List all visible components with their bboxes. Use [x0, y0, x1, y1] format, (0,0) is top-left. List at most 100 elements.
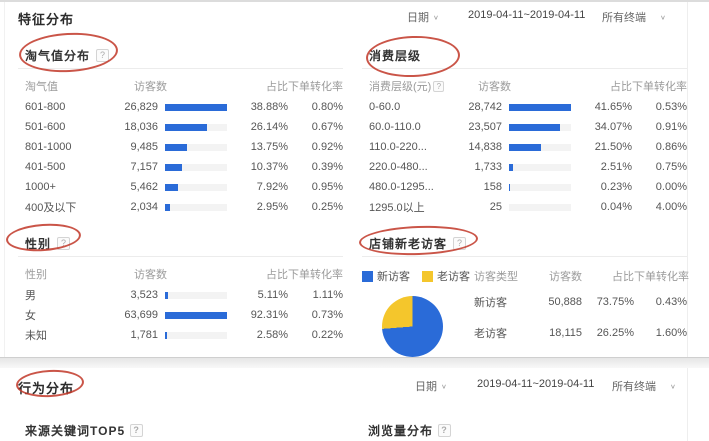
range-label: 220.0-480...: [369, 161, 428, 173]
gender-label: 女: [25, 310, 36, 322]
share-value: 2.51%: [600, 161, 632, 173]
visitors-bar: [158, 103, 234, 111]
help-icon[interactable]: ?: [438, 424, 452, 437]
help-icon[interactable]: ?: [130, 424, 144, 437]
gender-panel-header: 性别 ?: [18, 230, 343, 257]
visitors-bar: [158, 183, 234, 191]
date-filter-dropdown[interactable]: 日期 ∨: [415, 378, 447, 394]
conversion-value: 0.86%: [655, 141, 687, 153]
share-value: 26.14%: [250, 121, 288, 133]
page-left-border: [4, 2, 5, 358]
visitors-bar: [158, 311, 234, 319]
range-label: 480.0-1295...: [369, 181, 434, 193]
gender-label: 未知: [25, 330, 47, 342]
legend-label: 新访客: [377, 271, 410, 283]
range-label: 801-1000: [25, 141, 72, 153]
feature-section-title: 特征分布: [18, 12, 75, 27]
table-row: 未知 1,781 2.58% 0.22%: [18, 325, 343, 345]
visitors-value: 7,157: [130, 161, 158, 173]
column-header: 性别: [25, 268, 47, 281]
consumption-table: 消费层级(元)? 访客数 占比 下单转化率 0-60.0 28,742 41.6…: [362, 74, 687, 217]
date-range-value: 2019-04-11~2019-04-11: [477, 378, 595, 390]
new-old-visitor-pie-chart: [382, 296, 443, 357]
conversion-value: 0.53%: [655, 101, 687, 113]
legend-label: 老访客: [437, 271, 470, 283]
terminal-filter-label: 所有终端: [612, 381, 656, 393]
chevron-down-icon: ∨: [433, 13, 439, 21]
share-value: 92.31%: [250, 309, 288, 321]
visitors-value: 23,507: [468, 121, 502, 133]
visitor-type-label: 新访客: [474, 296, 507, 309]
conversion-value: 0.25%: [311, 201, 343, 213]
table-row: 601-800 26,829 38.88% 0.80%: [18, 97, 343, 117]
share-value: 5.11%: [257, 289, 288, 301]
help-icon[interactable]: ?: [453, 236, 467, 250]
column-header: 访客数: [478, 80, 511, 93]
chevron-down-icon: ∨: [441, 382, 447, 390]
visitors-value: 63,699: [124, 309, 158, 321]
share-value: 2.95%: [256, 201, 288, 213]
date-range-value: 2019-04-11~2019-04-11: [468, 9, 586, 21]
visitors-value: 28,742: [468, 101, 502, 113]
page-top-border: [0, 0, 709, 2]
legend-item-new-visitors[interactable]: 新访客: [362, 268, 410, 284]
share-value: 0.23%: [600, 181, 632, 193]
terminal-filter-dropdown[interactable]: 所有终端 ∨: [602, 9, 666, 25]
share-value: 73.75%: [596, 295, 634, 308]
visitors-value: 18,115: [549, 326, 582, 339]
column-header: 下单转化率: [632, 80, 687, 93]
table-row: 400及以下 2,034 2.95% 0.25%: [18, 197, 343, 217]
terminal-filter-dropdown[interactable]: 所有终端 ∨: [612, 378, 676, 394]
new-old-visitors-table: 访客类型 访客数 占比 下单转化率 新访客 50,888 73.75% 0.43…: [474, 266, 689, 357]
panel-title-text: 浏览量分布: [368, 424, 434, 438]
conversion-value: 1.11%: [312, 289, 343, 301]
visitors-bar: [502, 203, 578, 211]
table-row: 60.0-110.0 23,507 34.07% 0.91%: [362, 117, 687, 137]
column-header: 消费层级(元)?: [362, 78, 448, 94]
conversion-value: 0.43%: [655, 295, 687, 308]
help-icon[interactable]: ?: [57, 236, 71, 250]
range-label: 601-800: [25, 101, 66, 113]
column-header: 下单转化率: [634, 271, 689, 283]
new-old-visitors-panel: 店铺新老访客 ? 新访客 老访客 访客类型: [362, 230, 689, 357]
gender-label: 男: [25, 290, 36, 302]
share-value: 10.37%: [250, 161, 288, 173]
conversion-value: 0.75%: [655, 161, 687, 173]
chevron-down-icon: ∨: [670, 382, 676, 390]
date-range-picker[interactable]: 2019-04-11~2019-04-11: [468, 9, 585, 21]
column-header: 占比: [266, 268, 288, 281]
visitors-value: 18,036: [124, 121, 158, 133]
help-icon[interactable]: ?: [433, 80, 445, 92]
conversion-value: 0.92%: [311, 141, 343, 153]
column-header: 淘气值: [25, 80, 58, 93]
visitors-value: 158: [483, 181, 502, 193]
table-row: 110.0-220... 14,838 21.50% 0.86%: [362, 137, 687, 157]
gender-table: 性别 访客数 占比 下单转化率 男 3,523 5.11% 1.11% 女 63…: [18, 262, 343, 345]
behavior-section-title: 行为分布: [18, 381, 75, 396]
section-divider: [0, 357, 709, 368]
range-label: 1295.0以上: [369, 202, 425, 214]
consumption-panel-header: 消费层级: [362, 42, 687, 69]
visitors-bar: [502, 103, 578, 111]
column-header: 占比: [610, 80, 632, 93]
date-range-picker[interactable]: 2019-04-11~2019-04-11: [477, 378, 594, 390]
panel-title-text: 来源关键词TOP5: [25, 424, 126, 438]
column-header: 访客类型: [474, 271, 518, 283]
visitors-bar: [158, 123, 234, 131]
conversion-value: 0.73%: [311, 309, 343, 321]
taoqi-panel-title: 淘气值分布: [25, 48, 91, 63]
visitors-value: 1,733: [474, 161, 502, 173]
visitors-value: 1,781: [130, 329, 158, 341]
visitors-bar: [502, 183, 578, 191]
visitors-bar: [502, 163, 578, 171]
source-keywords-panel-title: 来源关键词TOP5 ?: [25, 422, 144, 439]
legend-swatch: [422, 270, 433, 282]
date-filter-dropdown[interactable]: 日期 ∨: [407, 9, 439, 25]
help-icon[interactable]: ?: [96, 48, 110, 62]
range-label: 110.0-220...: [369, 141, 427, 153]
table-row: 1000+ 5,462 7.92% 0.95%: [18, 177, 343, 197]
conversion-value: 0.80%: [311, 101, 343, 113]
gender-panel: 性别 ? 性别 访客数 占比 下单转化率 男 3,523 5.11% 1.11%…: [18, 230, 343, 345]
legend-item-old-visitors[interactable]: 老访客: [422, 268, 470, 284]
range-label: 1000+: [25, 181, 56, 193]
